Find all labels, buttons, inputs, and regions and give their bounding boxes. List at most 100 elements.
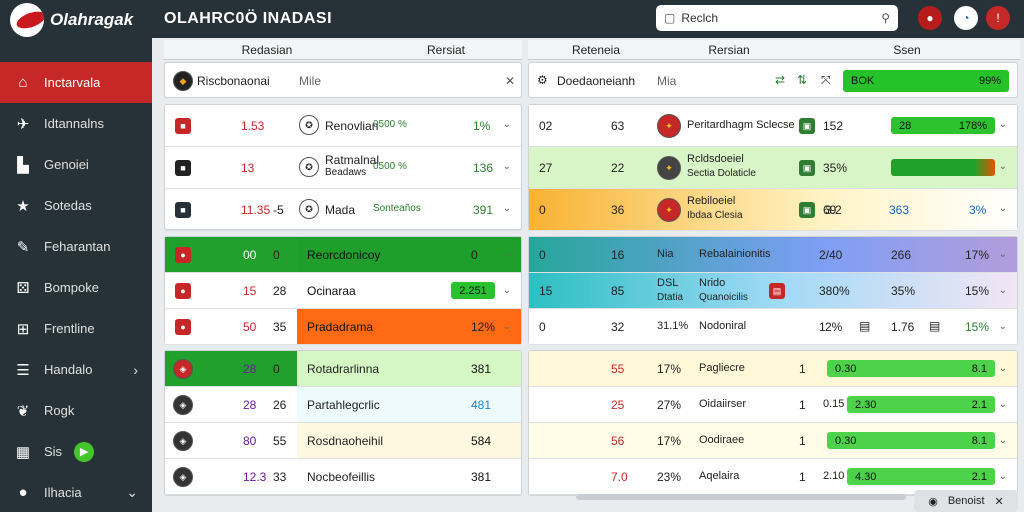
table-row[interactable]: ■ 13 ✪ Ratmalnal Beadaws 0500 % 136 ⌄ xyxy=(165,147,521,189)
chevron-icon[interactable]: ⌄ xyxy=(126,484,138,500)
table-row[interactable]: 55 17% Pagliecre 1 0.30 8.1 ⌄ xyxy=(529,351,1017,387)
chevron-down-icon[interactable]: ⌄ xyxy=(998,203,1007,214)
column-header-left-1[interactable]: Redasian xyxy=(164,40,370,60)
percent: 12% xyxy=(471,320,496,334)
play-icon[interactable]: ▶ xyxy=(74,441,95,462)
logo[interactable]: Olahragak xyxy=(0,0,152,40)
sidebar-item-8[interactable]: ❦ Rogk xyxy=(0,390,152,431)
table-row[interactable]: 25 27% Oidaiirser 1 0.15 2.30 2.1 ⌄ xyxy=(529,387,1017,423)
chevron-down-icon[interactable]: ⌄ xyxy=(502,321,511,332)
chevron-down-icon[interactable]: ⌄ xyxy=(998,249,1007,260)
team-cell xyxy=(297,387,521,422)
footer-button[interactable]: ◉ Benoist ✕ xyxy=(914,490,1018,512)
table-row[interactable]: ● 15 28 Ocinaraa 2.251 ⌄ xyxy=(165,273,521,309)
chevron-down-icon[interactable]: ⌄ xyxy=(998,119,1007,130)
table-row[interactable]: ◈ 80 55 Rosdnaoheihil 584 xyxy=(165,423,521,459)
table-row[interactable]: ◈ 12.3 33 Nocbeofeillis 381 xyxy=(165,459,521,495)
chevron-icon[interactable]: › xyxy=(133,361,138,378)
search-field-icon: ▢ xyxy=(664,11,676,25)
table-row[interactable]: 02 63 ✦ Peritardhagm Sclecse ▣ 152 28 178% ⌄ xyxy=(529,105,1017,147)
odds-pill[interactable]: 0.30 8.1 xyxy=(827,432,995,449)
settings-icon[interactable]: ⚙ xyxy=(537,73,548,87)
value-a: 56 xyxy=(611,434,625,448)
column-header-right-3[interactable]: Ssen xyxy=(794,40,1020,60)
chevron-down-icon[interactable]: ⌄ xyxy=(998,285,1007,296)
search-input[interactable] xyxy=(681,11,876,25)
chevron-down-icon[interactable]: ⌄ xyxy=(998,363,1007,374)
table-row[interactable]: ◈ 28 26 Partahlegcrlic 481 xyxy=(165,387,521,423)
odds-pill[interactable]: 2.251 xyxy=(451,282,495,299)
value-v: 266 xyxy=(891,248,912,262)
percent: 15% xyxy=(965,284,990,298)
chevron-down-icon[interactable]: ⌄ xyxy=(998,435,1007,446)
odds-pill[interactable]: 4.30 2.1 xyxy=(847,468,995,485)
value-n: 1 xyxy=(799,434,806,448)
table-row[interactable]: 0 36 ✦ Rebiloeiel Ibdaa Clesia ▣ 69 3.2 363 3% ⌄ xyxy=(529,189,1017,231)
value-a: 02 xyxy=(539,119,553,133)
sidebar-item-7[interactable]: ☰ Handalo › xyxy=(0,349,152,390)
table-row[interactable]: 0 16 Nia Rebalainionitis 2/40 266 17% ⌄ xyxy=(529,237,1017,273)
chevron-down-icon[interactable]: ⌄ xyxy=(502,285,511,296)
value-a: 00 xyxy=(243,248,257,262)
close-icon[interactable]: ✕ xyxy=(505,74,516,88)
team-cell xyxy=(297,459,521,494)
sidebar-item-3[interactable]: ★ Sotedas xyxy=(0,185,152,226)
close-icon[interactable]: ✕ xyxy=(994,495,1004,508)
expand-icon[interactable]: ⤧ xyxy=(821,73,831,87)
refresh-icon[interactable]: ⇄ xyxy=(775,73,786,87)
chevron-down-icon[interactable]: ⌄ xyxy=(502,203,511,214)
copy-icon[interactable]: ▤ xyxy=(859,319,871,333)
chevron-down-icon[interactable]: ⌄ xyxy=(998,161,1007,172)
sidebar-item-6[interactable]: ⊞ Frentline xyxy=(0,308,152,349)
sidebar-item-1[interactable]: ✈ Idtannalns xyxy=(0,103,152,144)
score-pill[interactable]: BOK 99% xyxy=(843,70,1009,92)
search-box[interactable]: ▢ ⚲ xyxy=(656,5,898,31)
table-row[interactable]: ● 50 35 Pradadrama 12% ⌄ xyxy=(165,309,521,345)
chevron-down-icon[interactable]: ⌄ xyxy=(998,321,1007,332)
table-row[interactable]: ■ 11.35 -5 ✪ Mada Sonteaños 391 ⌄ xyxy=(165,189,521,231)
odds-pill[interactable]: 2.30 2.1 xyxy=(847,396,995,413)
notification-icon[interactable]: ◔ xyxy=(954,6,978,30)
pill-left: 2.30 xyxy=(855,398,877,411)
sidebar-item-2[interactable]: ▙ Genoiei xyxy=(0,144,152,185)
chevron-down-icon[interactable]: ⌄ xyxy=(998,471,1007,482)
right-filter-bar[interactable]: ⚙ Doedaoneianh Mia ⇄ ⇅ ⤧ BOK 99% xyxy=(528,62,1018,98)
alert-icon[interactable]: ! xyxy=(986,6,1010,30)
odds-pill[interactable]: 28 178% xyxy=(891,117,995,134)
column-header-left-2[interactable]: Rersiat xyxy=(370,40,522,60)
table-row[interactable]: ■ 1.53 ✪ Renovlian 0500 % 1% ⌄ xyxy=(165,105,521,147)
chevron-down-icon[interactable]: ⌄ xyxy=(502,249,511,260)
sidebar-item-9[interactable]: ▦ Sis ▶ xyxy=(0,431,152,472)
chevron-down-icon[interactable]: ⌄ xyxy=(998,399,1007,410)
table-row[interactable]: 27 22 ✦ Rcldsdoeiel Sectia Dolaticle ▣ 35% ⌄ xyxy=(529,147,1017,189)
team-name: Rosdnaoheihil xyxy=(307,434,384,448)
avatar[interactable]: ● xyxy=(918,6,942,30)
sidebar-item-4[interactable]: ✎ Feharantan xyxy=(0,226,152,267)
table-row[interactable]: ● 00 0 Reorcdonicoy 0 ⌄ xyxy=(165,237,521,273)
sidebar-item-5[interactable]: ⚄ Bompoke xyxy=(0,267,152,308)
value-b: 32 xyxy=(611,320,625,334)
percent: 15% xyxy=(965,320,990,334)
table-row[interactable]: 0 32 31.1% Nodoniral 1 2% ▤ 1.76 ▤ 15% ⌄ xyxy=(529,309,1017,345)
copy-icon[interactable]: ▤ xyxy=(929,319,941,333)
chevron-down-icon[interactable]: ⌄ xyxy=(502,161,511,172)
column-header-right-1[interactable]: Reteneia xyxy=(528,40,664,60)
odds-pill[interactable]: 0.30 8.1 xyxy=(827,360,995,377)
chevron-down-icon[interactable]: ⌄ xyxy=(502,119,511,130)
table-row[interactable]: 56 17% Oodiraee 1 0.30 8.1 ⌄ xyxy=(529,423,1017,459)
value-b: 26 xyxy=(273,398,287,412)
value-a: 13 xyxy=(241,161,255,175)
search-icon[interactable]: ⚲ xyxy=(881,11,890,25)
table-row[interactable]: 15 85 DSL Dtatia Nrido Quanoicilis ▤ 380% 35% 15%… xyxy=(529,273,1017,309)
odds-pill[interactable] xyxy=(891,159,995,176)
table-row[interactable]: ◈ 28 0 Rotadrarlinna 381 xyxy=(165,351,521,387)
left-filter-bar[interactable]: ◆ Riscbonaonai Mile ✕ xyxy=(164,62,522,98)
sidebar-item-10[interactable]: ● Ilhacia ⌄ xyxy=(0,472,152,512)
sidebar-item-label: Feharantan xyxy=(44,239,111,254)
horizontal-scrollbar[interactable] xyxy=(576,494,906,500)
column-header-right-2[interactable]: Rersian xyxy=(664,40,794,60)
sidebar-item-0[interactable]: ⌂ Inctarvala xyxy=(0,62,152,103)
sort-icon[interactable]: ⇅ xyxy=(797,73,808,87)
percent: 584 xyxy=(471,434,492,448)
team-crest-icon: ◈ xyxy=(173,359,193,379)
